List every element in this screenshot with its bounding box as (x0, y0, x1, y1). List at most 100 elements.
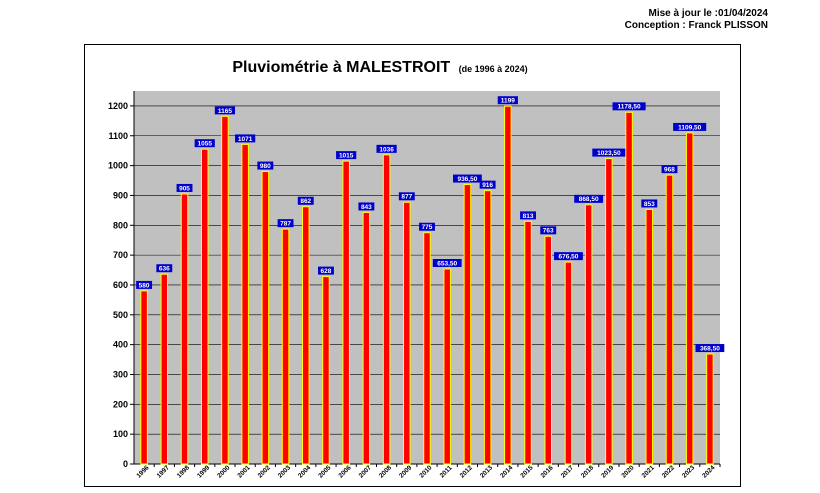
x-tick-label: 2005 (317, 464, 332, 479)
bar (261, 171, 270, 465)
data-label-box (336, 151, 357, 160)
y-tick-label: 700 (113, 250, 128, 260)
bar (443, 268, 451, 465)
bar (200, 148, 209, 465)
x-tick-label: 2017 (560, 464, 575, 479)
bar (403, 201, 411, 465)
data-label-text: 1023,50 (597, 150, 621, 157)
data-label-box (673, 122, 707, 131)
data-label-text: 628 (321, 268, 332, 275)
data-label: 1015 (336, 151, 357, 160)
data-label: 1055 (194, 139, 215, 148)
data-label-text: 653,50 (437, 260, 457, 267)
data-label-text: 1165 (218, 108, 232, 115)
data-label-text: 813 (523, 213, 534, 220)
data-label-text: 936,50 (457, 176, 477, 183)
bar (605, 158, 613, 465)
y-tick-label: 1200 (108, 101, 128, 111)
bar (463, 184, 472, 465)
x-tick-label: 2011 (439, 464, 454, 479)
chart-title-main: Pluviométrie à MALESTROIT (232, 59, 450, 76)
data-label-box (257, 161, 274, 170)
data-label-box (497, 96, 518, 105)
data-label-text: 368,50 (700, 345, 720, 352)
x-tick-label: 2021 (641, 464, 656, 479)
bar (524, 220, 532, 465)
data-label: 868,50 (574, 194, 604, 203)
x-tick-label: 2023 (681, 464, 696, 479)
x-tick-label: 2014 (499, 464, 514, 479)
x-tick-label: 1996 (135, 464, 150, 479)
data-label: 775 (419, 222, 435, 231)
header-meta: Mise à jour le :01/04/2024 Conception : … (625, 8, 768, 32)
data-label-box (194, 139, 215, 148)
data-label-text: 1109,50 (678, 124, 702, 131)
x-tick-label: 2016 (540, 464, 555, 479)
data-label: 916 (479, 180, 496, 189)
bar (342, 160, 350, 465)
bar (706, 353, 714, 465)
data-label-text: 1071 (238, 136, 253, 143)
bar (362, 211, 371, 465)
x-tick-label: 1999 (196, 464, 211, 479)
x-tick-label: 1997 (156, 464, 171, 479)
data-label-box (540, 226, 557, 235)
data-label-box (235, 134, 256, 143)
y-tick-label: 0 (123, 459, 128, 469)
plot-area: 0 100 200 300 400 500 600 700 800 900 1000 1100 1200… (108, 91, 725, 480)
bar (180, 193, 189, 465)
data-label-box (297, 196, 314, 205)
y-tick-label: 400 (113, 340, 128, 350)
data-label: 980 (257, 161, 274, 170)
data-label-text: 905 (179, 185, 190, 192)
data-label-text: 862 (300, 198, 311, 205)
data-label: 368,50 (695, 344, 725, 353)
data-label-text: 877 (401, 194, 412, 201)
data-label: 905 (176, 183, 193, 192)
data-label-text: 580 (139, 282, 150, 289)
data-label-box (641, 199, 658, 208)
y-tick-label: 300 (113, 369, 128, 379)
data-label-text: 1055 (197, 141, 212, 148)
x-tick-label: 2019 (600, 464, 615, 479)
data-label: 1036 (376, 144, 397, 153)
bar (221, 115, 229, 465)
bar (281, 228, 290, 465)
data-label-box (376, 144, 397, 153)
data-label: 763 (540, 226, 557, 235)
data-label: 877 (398, 192, 415, 201)
bar (504, 105, 512, 465)
data-label: 1023,50 (592, 148, 626, 157)
bar (564, 261, 573, 465)
data-label: 936,50 (453, 174, 482, 183)
data-label-text: 1178,50 (617, 104, 641, 111)
data-label-box (432, 258, 462, 267)
x-tick-label: 1998 (176, 464, 191, 479)
data-label: 853 (641, 199, 658, 208)
y-tick-label: 500 (113, 310, 128, 320)
data-label-box (520, 211, 536, 220)
data-label-box (554, 252, 583, 261)
data-label-text: 843 (361, 204, 372, 211)
data-label: 653,50 (432, 258, 462, 267)
data-label-box (453, 174, 482, 183)
data-label: 813 (520, 211, 536, 220)
bar (423, 232, 431, 465)
data-label-text: 775 (422, 224, 433, 231)
bar (160, 273, 169, 465)
data-label: 787 (277, 219, 294, 228)
author-text: Conception : Franck PLISSON (624, 20, 768, 31)
data-label-box (695, 344, 725, 353)
data-label-text: 1199 (501, 98, 515, 105)
data-label-box (318, 266, 334, 275)
bar (140, 290, 148, 465)
x-tick-label: 2010 (418, 464, 433, 479)
bar (665, 174, 674, 465)
data-label-box (214, 106, 236, 115)
data-label-box (574, 194, 604, 203)
data-label: 1178,50 (612, 102, 646, 111)
data-label-text: 636 (159, 266, 170, 273)
data-label-box (277, 219, 294, 228)
data-label: 1165 (214, 106, 236, 115)
y-tick-label: 1000 (108, 161, 128, 171)
